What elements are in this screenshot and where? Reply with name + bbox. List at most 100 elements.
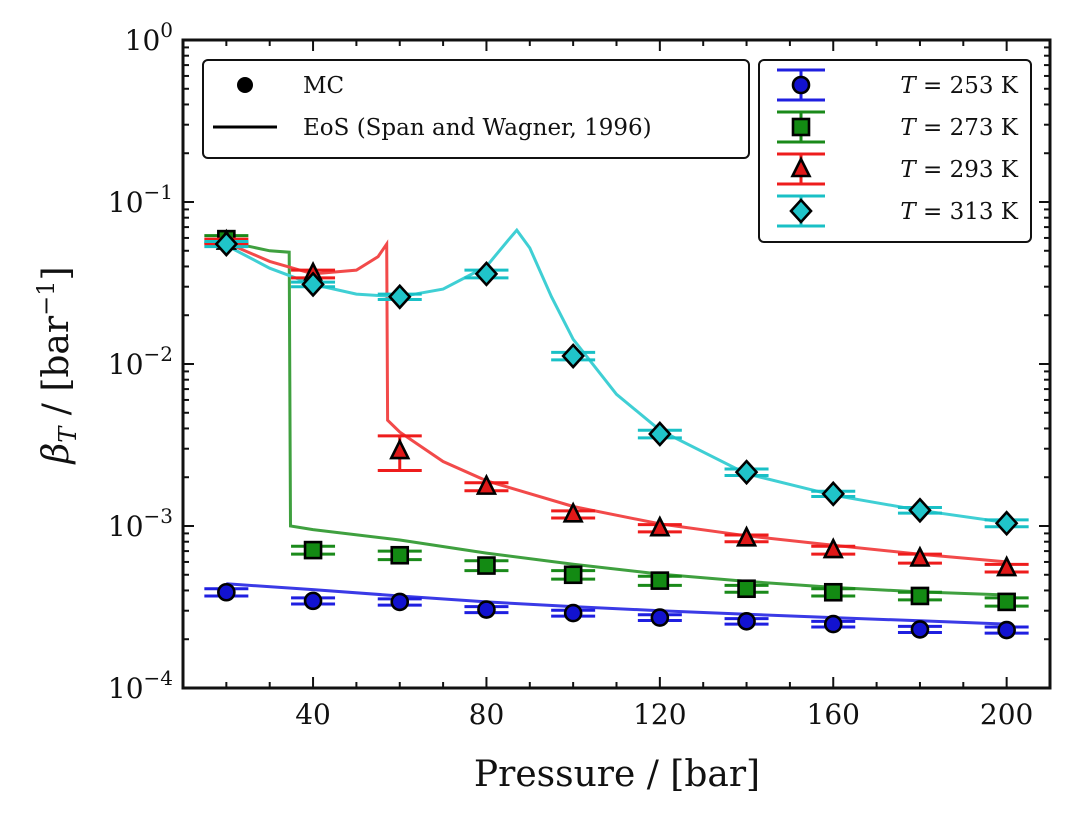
- legend-item-1: T = 273 K: [777, 110, 1019, 144]
- marker-diamond: [821, 480, 846, 507]
- data-point: [724, 459, 769, 486]
- marker-diamond: [214, 231, 239, 257]
- marker-triangle: [562, 501, 584, 523]
- marker-triangle: [822, 537, 844, 559]
- marker-circle: [997, 620, 1016, 640]
- x-axis-title: Pressure / [bar]: [474, 754, 760, 795]
- marker-triangle: [389, 438, 411, 460]
- marker-triangle: [996, 555, 1018, 577]
- data-point: [464, 473, 509, 495]
- data-point: [637, 571, 682, 590]
- marker-diamond: [994, 510, 1019, 537]
- data-point: [377, 592, 422, 612]
- data-point: [637, 515, 682, 537]
- legend-label: T = 273 K: [900, 115, 1018, 141]
- data-point: [637, 421, 682, 447]
- y-axis-close: ]: [36, 266, 77, 280]
- marker-circle: [563, 603, 583, 623]
- data-point: [811, 480, 856, 507]
- data-point: [984, 620, 1029, 640]
- marker-triangle: [735, 525, 758, 547]
- data-point: [984, 555, 1029, 577]
- data-point: [204, 582, 249, 602]
- marker-square: [910, 586, 930, 606]
- data-point: [811, 537, 856, 559]
- legend-eos-label: EoS (Span and Wagner, 1996): [303, 115, 652, 141]
- marker-square: [390, 545, 410, 565]
- data-point: [377, 283, 422, 310]
- data-point: [984, 510, 1029, 537]
- data-point: [377, 434, 422, 473]
- data-point: [811, 614, 856, 634]
- data-point: [551, 603, 596, 623]
- y-axis-exponent: −1: [32, 281, 60, 316]
- marker-triangle: [475, 473, 498, 495]
- y-axis-subscript: T: [54, 425, 82, 443]
- data-point: [897, 545, 942, 567]
- legend-item-3: T = 313 K: [777, 194, 1019, 228]
- x-tick-label: 200: [980, 698, 1033, 731]
- y-axis-title: βT / [bar−1]: [32, 266, 82, 465]
- marker-circle: [477, 600, 496, 619]
- legend-temperatures: T = 253 K T = 273 K T = 293 K T = 313 K: [758, 59, 1032, 243]
- legend-item-2: T = 293 K: [777, 152, 1019, 186]
- eos-curves: [225, 227, 1007, 626]
- eos-line-0: [226, 582, 1007, 626]
- legend-label: T = 253 K: [900, 73, 1018, 99]
- data-point: [204, 231, 249, 257]
- legend-methods: MC EoS (Span and Wagner, 1996): [202, 59, 750, 159]
- marker-diamond: [908, 497, 932, 524]
- eos-line-3: [225, 227, 1007, 525]
- marker-diamond: [387, 283, 412, 310]
- marker-diamond: [474, 260, 499, 287]
- data-point: [464, 600, 509, 619]
- legend-label: T = 313 K: [900, 199, 1018, 225]
- marker-circle: [823, 614, 843, 634]
- data-point: [897, 586, 942, 606]
- data-point: [897, 497, 942, 524]
- marker-circle: [303, 591, 323, 611]
- marker-diamond: [301, 271, 325, 298]
- x-tick-label: 160: [807, 698, 860, 731]
- legend-marker: [791, 75, 811, 95]
- data-point: [724, 525, 769, 547]
- mc-points: [204, 228, 1029, 640]
- x-tick-labels: 40 80 120 160 200: [295, 698, 1033, 731]
- y-tick-labels: 10−4 10−3 10−2 10−1 100: [108, 18, 173, 705]
- data-point: [551, 501, 596, 523]
- marker-circle: [217, 582, 236, 602]
- data-point: [551, 343, 596, 369]
- x-tick-label: 80: [469, 698, 505, 731]
- eos-line-1: [225, 240, 1007, 597]
- marker-square: [563, 565, 583, 585]
- marker-square: [477, 556, 496, 575]
- eos-line-2: [225, 239, 1007, 564]
- marker-diamond: [561, 343, 585, 369]
- marker-triangle: [649, 515, 671, 537]
- marker-circle: [390, 592, 410, 612]
- marker-circle: [910, 620, 930, 639]
- data-point: [291, 591, 336, 611]
- y-tick-label: 10−2: [108, 342, 173, 381]
- data-point: [897, 620, 942, 639]
- marker-circle: [737, 612, 756, 631]
- y-tick-label: 10−1: [108, 180, 173, 219]
- marker-square: [997, 592, 1016, 612]
- y-tick-label: 10−3: [108, 504, 173, 543]
- data-point: [724, 579, 769, 599]
- data-point: [291, 540, 336, 560]
- legend-mc-label: MC: [303, 73, 344, 99]
- legend-label: T = 293 K: [900, 157, 1018, 183]
- data-point: [377, 545, 422, 565]
- marker-diamond: [734, 459, 759, 486]
- data-point: [984, 592, 1029, 612]
- marker-diamond: [648, 421, 672, 447]
- legend-temperature-items: T = 253 K T = 273 K T = 293 K T = 313 K: [777, 68, 1019, 228]
- x-tick-label: 40: [295, 698, 331, 731]
- data-point: [464, 260, 509, 287]
- y-axis-symbol: β: [36, 443, 77, 466]
- marker-square: [823, 582, 843, 602]
- marker-triangle: [909, 545, 931, 567]
- data-point: [811, 582, 856, 602]
